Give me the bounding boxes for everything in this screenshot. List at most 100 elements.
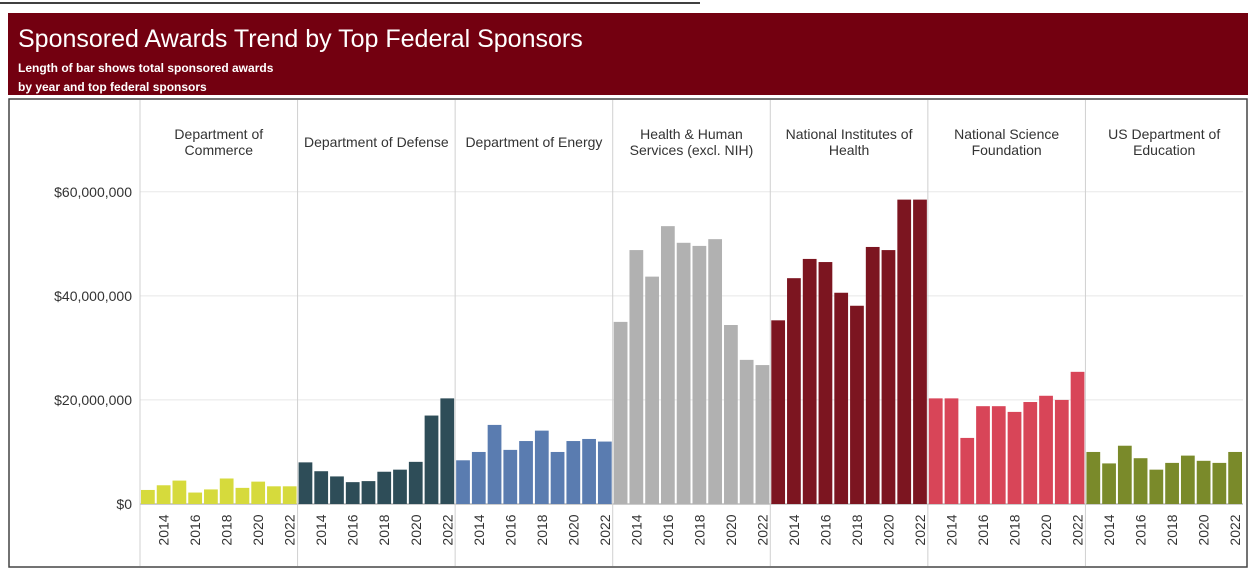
- bar: [440, 398, 455, 504]
- bar: [330, 476, 344, 504]
- x-tick-label: 2022: [597, 514, 613, 545]
- panel-header: Department of Energy: [465, 134, 603, 150]
- bar: [597, 441, 612, 504]
- x-tick-label: 2016: [1133, 514, 1149, 545]
- x-tick-label: 2022: [1227, 514, 1243, 545]
- bar: [519, 441, 533, 504]
- x-tick-label: 2018: [534, 514, 550, 545]
- bar: [724, 325, 738, 504]
- bar: [755, 365, 770, 504]
- panel-header-box: Department of Defense: [303, 134, 449, 150]
- bar: [172, 480, 187, 504]
- x-tick-label: 2016: [660, 514, 676, 545]
- bar: [676, 242, 691, 504]
- bar: [345, 482, 360, 504]
- bar: [550, 451, 565, 504]
- bar: [1196, 460, 1211, 504]
- bar: [1086, 451, 1101, 504]
- panel-header: US Department of Education: [1108, 126, 1221, 158]
- bar: [566, 441, 581, 504]
- chart-frame: [8, 98, 1248, 568]
- x-tick-label: 2014: [786, 514, 802, 545]
- panel-header-box: US Department of Education: [1108, 126, 1221, 158]
- x-tick-label: 2014: [313, 514, 329, 545]
- x-tick-label: 2014: [471, 514, 487, 545]
- bar: [991, 406, 1006, 504]
- bar: [897, 199, 912, 505]
- x-tick-label: 2016: [975, 514, 991, 545]
- bar: [408, 461, 423, 504]
- bar: [582, 438, 596, 504]
- bar: [471, 451, 486, 504]
- bar: [802, 258, 817, 504]
- bar: [188, 492, 203, 504]
- bar: [960, 437, 975, 504]
- bar: [314, 471, 329, 504]
- bar: [1165, 462, 1179, 504]
- x-tick-label: 2016: [345, 514, 361, 545]
- bar: [487, 424, 502, 504]
- bar: [361, 481, 376, 504]
- panel-header: Department of Commerce: [174, 126, 264, 158]
- y-tick-label: $20,000,000: [54, 392, 132, 408]
- bar: [251, 481, 266, 504]
- y-tick-label: $60,000,000: [54, 184, 132, 200]
- bar: [913, 199, 927, 505]
- panel-header: National Institutes of Health: [785, 126, 913, 158]
- bar: [1023, 402, 1038, 504]
- x-tick-label: 2020: [250, 514, 266, 545]
- bar: [393, 469, 407, 504]
- x-tick-label: 2022: [439, 514, 455, 545]
- bar: [1054, 399, 1069, 504]
- bar: [834, 292, 849, 504]
- bar: [928, 398, 943, 504]
- header-band: [8, 13, 1248, 95]
- bar: [629, 250, 644, 504]
- bar: [1070, 371, 1085, 504]
- bar: [156, 485, 171, 504]
- bar: [204, 489, 218, 504]
- x-tick-label: 2022: [754, 514, 770, 545]
- panel-header: National Science Foundation: [954, 126, 1060, 158]
- x-tick-label: 2022: [282, 514, 298, 545]
- bar: [1133, 458, 1148, 504]
- panel-header-box: National Institutes of Health: [785, 126, 913, 158]
- chart-title: Sponsored Awards Trend by Top Federal Sp…: [18, 25, 583, 53]
- panel-header-box: Health & Human Services (excl. NIH): [629, 126, 754, 158]
- bar: [534, 430, 549, 504]
- bar: [235, 487, 250, 504]
- bar: [282, 486, 297, 504]
- panel-header: Department of Defense: [303, 134, 449, 150]
- bar: [976, 406, 990, 504]
- y-tick-label: $40,000,000: [54, 288, 132, 304]
- bar: [267, 486, 281, 504]
- x-tick-label: 2018: [219, 514, 235, 545]
- bar: [708, 239, 723, 504]
- panel-header: Health & Human Services (excl. NIH): [629, 126, 754, 158]
- bar: [771, 320, 786, 504]
- bar: [424, 415, 439, 504]
- chart-subtitle: Length of bar shows total sponsored awar…: [18, 61, 274, 75]
- bar: [456, 460, 470, 504]
- x-tick-label: 2020: [408, 514, 424, 545]
- x-tick-label: 2020: [565, 514, 581, 545]
- bar: [219, 478, 234, 504]
- x-tick-label: 2020: [723, 514, 739, 545]
- y-tick-label: $0: [116, 496, 132, 512]
- chart-subtitle: by year and top federal sponsors: [18, 80, 207, 94]
- x-tick-label: 2018: [691, 514, 707, 545]
- x-tick-label: 2014: [628, 514, 644, 545]
- bar: [645, 276, 659, 504]
- x-tick-label: 2016: [817, 514, 833, 545]
- bar: [787, 278, 801, 504]
- bar: [1117, 445, 1132, 504]
- bar: [850, 305, 864, 504]
- bar: [692, 245, 707, 504]
- bar: [1007, 411, 1022, 504]
- bar: [944, 398, 959, 504]
- bar: [1149, 469, 1164, 504]
- bar: [1039, 395, 1053, 504]
- x-tick-label: 2022: [1070, 514, 1086, 545]
